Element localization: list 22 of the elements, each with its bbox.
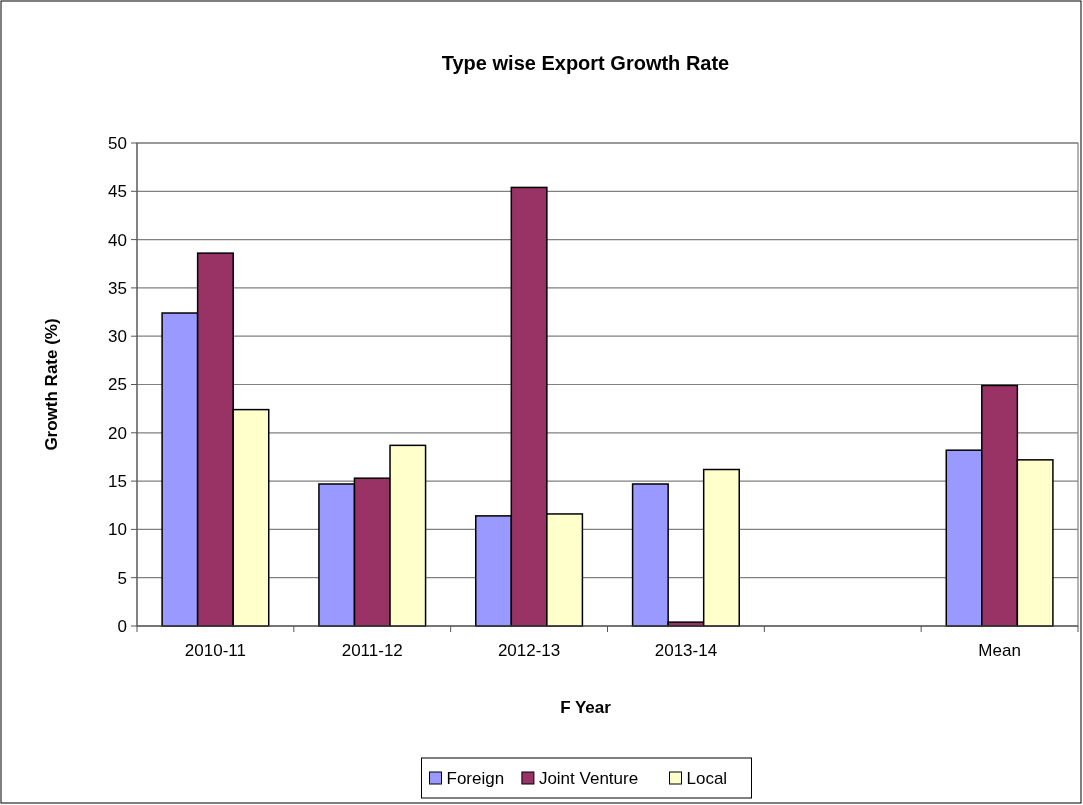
- legend-label: Joint Venture: [538, 768, 639, 788]
- y-tick-label: 15: [108, 472, 127, 492]
- y-tick-label: 45: [108, 182, 127, 202]
- chart-title: Type wise Export Growth Rate: [441, 52, 730, 74]
- legend-label: Foreign: [446, 768, 505, 788]
- y-tick-label: 50: [108, 133, 127, 153]
- x-tick-label: 2010-11: [184, 641, 246, 660]
- y-tick-label: 10: [108, 520, 127, 540]
- x-axis-title: F Year: [560, 698, 612, 717]
- x-tick-label: 2012-13: [497, 641, 561, 660]
- y-tick-label: 35: [108, 278, 127, 298]
- x-tick-label: 2013-14: [654, 641, 718, 660]
- x-tick-label: 2011-12: [341, 641, 403, 660]
- y-tick-label: 5: [117, 568, 127, 588]
- y-tick-label: 20: [108, 423, 127, 443]
- legend-label: Local: [686, 768, 728, 788]
- y-tick-label: 0: [117, 616, 127, 636]
- x-tick-label: Mean: [978, 641, 1021, 660]
- y-axis-title: Growth Rate (%): [42, 318, 61, 451]
- y-tick-label: 40: [108, 230, 127, 250]
- y-tick-label: 25: [108, 375, 127, 395]
- y-tick-label: 30: [108, 327, 127, 347]
